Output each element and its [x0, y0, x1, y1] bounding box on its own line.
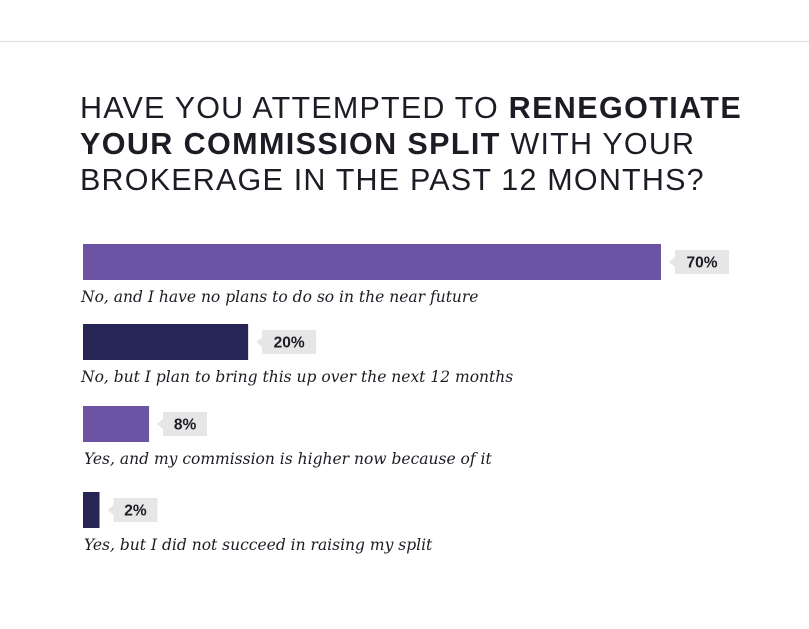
category-label-1: No, and I have no plans to do so in the …	[80, 288, 478, 306]
bar-4	[83, 492, 100, 528]
category-label-2: No, but I plan to bring this up over the…	[80, 368, 513, 386]
bar-2	[83, 324, 249, 360]
category-label-4: Yes, but I did not succeed in raising my…	[84, 536, 433, 554]
title-part-1: Have you attempted to	[80, 91, 509, 125]
title-part-3: with your brokerage in the past 12 month…	[80, 127, 705, 197]
value-label-4: 2%	[124, 503, 147, 520]
value-label-2: 20%	[274, 335, 305, 352]
value-badge-4	[107, 498, 158, 522]
chart-title: Have you attempted to renegotiate your c…	[80, 90, 770, 198]
value-badge-2	[256, 330, 317, 354]
value-label-3: 8%	[174, 417, 197, 434]
bar-3	[83, 406, 150, 442]
value-badge-1	[669, 250, 729, 274]
value-badge-3	[157, 412, 208, 436]
top-divider	[0, 41, 809, 42]
category-label-3: Yes, and my commission is higher now bec…	[84, 450, 493, 468]
bar-1	[83, 244, 661, 280]
value-label-1: 70%	[686, 255, 717, 272]
title-emphasis: renegotiate your commission split	[80, 91, 743, 161]
